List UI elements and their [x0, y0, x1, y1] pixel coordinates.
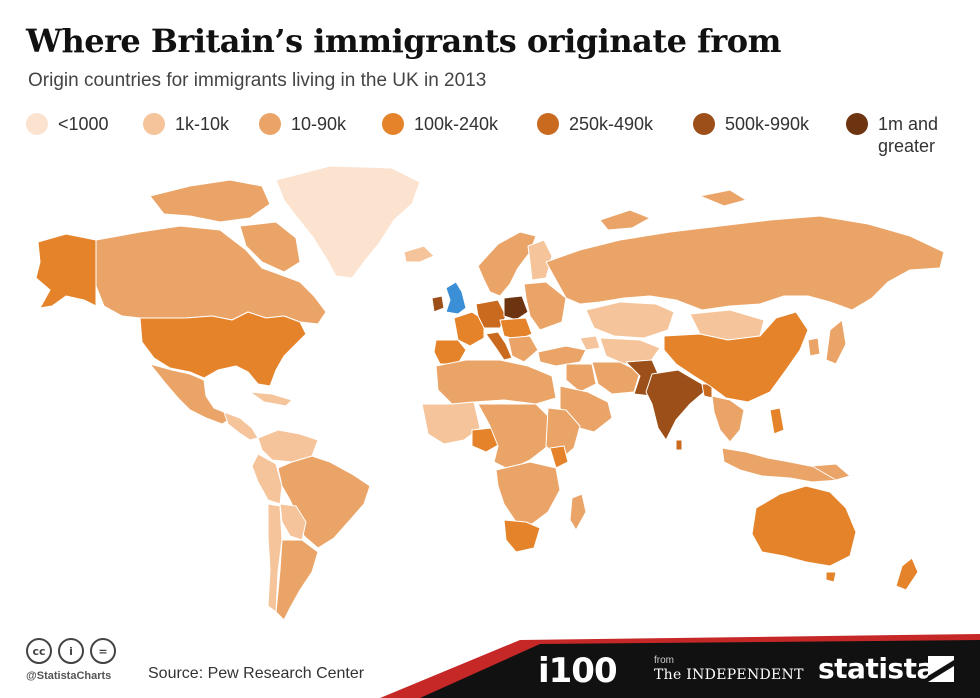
region-malaysia-indonesia — [721, 447, 841, 483]
legend-label: <1000 — [58, 114, 109, 134]
legend-swatch — [26, 113, 48, 135]
region-italy — [485, 331, 513, 361]
region-canada-baffin — [239, 221, 301, 273]
region-tasmania — [825, 571, 837, 583]
legend-swatch — [537, 113, 559, 135]
license-icons: cc i = — [26, 638, 116, 664]
region-philippines — [769, 407, 785, 435]
legend-swatch — [693, 113, 715, 135]
legend-swatch — [382, 113, 404, 135]
legend-item-10-90k: 10-90k — [259, 113, 346, 135]
statista-logo[interactable]: statista — [818, 652, 935, 685]
chart-subtitle: Origin countries for immigrants living i… — [28, 70, 487, 91]
region-iraq-syria — [565, 363, 597, 393]
region-ireland — [431, 295, 445, 313]
region-poland — [503, 295, 529, 321]
region-sri-lanka — [675, 439, 683, 451]
world-choropleth-map — [35, 165, 945, 621]
region-spain-portugal — [433, 339, 467, 365]
region-kazakhstan — [585, 301, 675, 339]
region-kenya — [549, 445, 569, 469]
legend-label: 500k-990k — [725, 114, 810, 134]
region-new-zealand — [895, 557, 919, 591]
legend-label: 250k-490k — [569, 114, 654, 134]
region-benelux-germany — [475, 299, 507, 329]
region-caucasus — [579, 335, 601, 351]
region-russia — [545, 215, 945, 311]
region-canada-arctic — [149, 179, 271, 223]
region-japan — [825, 319, 847, 365]
legend-item-250k-490k: 250k-490k — [537, 113, 653, 135]
region-peru-ecuador — [251, 453, 283, 505]
independent-logo[interactable]: The INDEPENDENT — [654, 667, 804, 683]
region-china — [663, 311, 809, 403]
legend-item-100k-240k: 100k-240k — [382, 113, 498, 135]
statista-handle: @StatistaCharts — [26, 670, 112, 682]
from-label: from — [654, 655, 674, 666]
legend-item-1m-and-greater: 1m and greater — [846, 113, 958, 157]
region-west-africa — [421, 401, 481, 445]
statista-mark-icon — [928, 656, 954, 682]
region-caribbean — [249, 391, 293, 407]
region-usa — [139, 311, 307, 387]
region-mainland-sea — [711, 395, 745, 443]
footer-banner — [380, 634, 980, 698]
region-iceland — [403, 245, 435, 263]
region-central-america — [223, 411, 259, 441]
region-iran — [591, 361, 641, 395]
region-southern-africa — [495, 461, 561, 525]
legend-item-lt1000: <1000 — [26, 113, 109, 135]
region-korea — [807, 337, 821, 357]
region-russia-islands — [599, 189, 747, 231]
region-baltics-belarus-ukraine — [523, 281, 567, 331]
region-mexico — [149, 363, 233, 425]
region-chile — [267, 503, 283, 613]
chart-title: Where Britain’s immigrants originate fro… — [26, 22, 781, 60]
legend-swatch — [846, 113, 868, 135]
region-uk — [445, 281, 467, 315]
legend: <1000 1k-10k 10-90k 100k-240k 250k-490k … — [26, 113, 976, 163]
legend-label: 100k-240k — [414, 114, 499, 134]
region-australia — [751, 485, 857, 567]
region-india — [645, 369, 705, 441]
region-alaska — [35, 233, 97, 309]
legend-label: 1k-10k — [175, 114, 230, 134]
region-madagascar — [569, 493, 587, 531]
region-norway-sweden — [477, 231, 537, 297]
region-argentina — [275, 539, 319, 621]
legend-item-1k-10k: 1k-10k — [143, 113, 229, 135]
by-icon: i — [58, 638, 84, 664]
region-turkey — [537, 345, 587, 367]
region-finland — [527, 239, 553, 281]
legend-swatch — [143, 113, 165, 135]
legend-label: 1m and greater — [878, 114, 939, 156]
nd-icon: = — [90, 638, 116, 664]
i100-logo[interactable]: i100 — [538, 651, 618, 691]
region-north-africa — [435, 359, 557, 405]
region-south-africa — [503, 519, 541, 553]
legend-label: 10-90k — [291, 114, 347, 134]
legend-item-500k-990k: 500k-990k — [693, 113, 809, 135]
cc-icon: cc — [26, 638, 52, 664]
source-note: Source: Pew Research Center — [148, 665, 365, 682]
region-greenland — [275, 165, 421, 279]
region-balkans — [507, 335, 539, 363]
legend-swatch — [259, 113, 281, 135]
region-papua — [811, 463, 851, 481]
